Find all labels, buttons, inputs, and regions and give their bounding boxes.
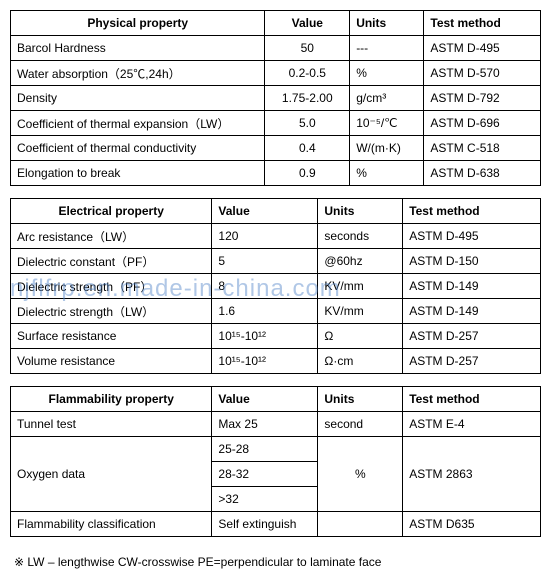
cell-method: ASTM D-257	[403, 324, 541, 349]
table-row: Dielectric strength（LW） 1.6 KV/mm ASTM D…	[11, 299, 541, 324]
cell-prop: Oxygen data	[11, 437, 212, 512]
cell-prop: Density	[11, 86, 265, 111]
cell-prop: Tunnel test	[11, 412, 212, 437]
table-row: Surface resistance 10¹⁵-10¹² Ω ASTM D-25…	[11, 324, 541, 349]
cell-units: ---	[350, 36, 424, 61]
cell-method: ASTM D-495	[424, 36, 541, 61]
cell-prop: Dielectric strength（LW）	[11, 299, 212, 324]
cell-value: 10¹⁵-10¹²	[212, 349, 318, 374]
col-header: Electrical property	[11, 199, 212, 224]
cell-method: ASTM D-696	[424, 111, 541, 136]
cell-value: 8	[212, 274, 318, 299]
table-row: Water absorption（25℃,24h） 0.2-0.5 % ASTM…	[11, 61, 541, 86]
table-row: Barcol Hardness 50 --- ASTM D-495	[11, 36, 541, 61]
table-row: Arc resistance（LW） 120 seconds ASTM D-49…	[11, 224, 541, 249]
table-row: Dielectric strength（PF） 8 KV/mm ASTM D-1…	[11, 274, 541, 299]
col-header: Physical property	[11, 11, 265, 36]
cell-units: %	[318, 437, 403, 512]
cell-method: ASTM D-150	[403, 249, 541, 274]
cell-value: 0.2-0.5	[265, 61, 350, 86]
cell-value: 120	[212, 224, 318, 249]
cell-units: g/cm³	[350, 86, 424, 111]
cell-value: 5	[212, 249, 318, 274]
cell-value: 0.9	[265, 161, 350, 186]
col-header: Units	[350, 11, 424, 36]
cell-units: KV/mm	[318, 274, 403, 299]
cell-prop: Dielectric strength（PF）	[11, 274, 212, 299]
electrical-property-table: Electrical property Value Units Test met…	[10, 198, 541, 374]
col-header: Flammability property	[11, 387, 212, 412]
cell-value: 5.0	[265, 111, 350, 136]
cell-method: ASTM D-257	[403, 349, 541, 374]
physical-property-table: Physical property Value Units Test metho…	[10, 10, 541, 186]
cell-prop: Coefficient of thermal conductivity	[11, 136, 265, 161]
table-row: Density 1.75-2.00 g/cm³ ASTM D-792	[11, 86, 541, 111]
cell-method: ASTM D-495	[403, 224, 541, 249]
col-header: Test method	[403, 387, 541, 412]
cell-units: @60hz	[318, 249, 403, 274]
table-header-row: Electrical property Value Units Test met…	[11, 199, 541, 224]
col-header: Value	[212, 199, 318, 224]
cell-value: Self extinguish	[212, 512, 318, 537]
cell-prop: Water absorption（25℃,24h）	[11, 61, 265, 86]
cell-units: KV/mm	[318, 299, 403, 324]
table-header-row: Flammability property Value Units Test m…	[11, 387, 541, 412]
table-row: Coefficient of thermal conductivity 0.4 …	[11, 136, 541, 161]
col-header: Test method	[403, 199, 541, 224]
col-header: Value	[212, 387, 318, 412]
cell-value: >32	[212, 487, 318, 512]
cell-value: 0.4	[265, 136, 350, 161]
cell-method: ASTM D-792	[424, 86, 541, 111]
cell-prop: Volume resistance	[11, 349, 212, 374]
cell-units: second	[318, 412, 403, 437]
cell-prop: Surface resistance	[11, 324, 212, 349]
cell-prop: Dielectric constant（PF）	[11, 249, 212, 274]
cell-value: 25-28	[212, 437, 318, 462]
cell-prop: Coefficient of thermal expansion（LW）	[11, 111, 265, 136]
cell-method: ASTM D-570	[424, 61, 541, 86]
cell-units: W/(m·K)	[350, 136, 424, 161]
cell-prop: Flammability classification	[11, 512, 212, 537]
cell-units: 10⁻⁵/℃	[350, 111, 424, 136]
cell-units: Ω·cm	[318, 349, 403, 374]
table-row: Oxygen data 25-28 % ASTM 2863	[11, 437, 541, 462]
cell-units: %	[350, 161, 424, 186]
table-row: Coefficient of thermal expansion（LW） 5.0…	[11, 111, 541, 136]
cell-method: ASTM 2863	[403, 437, 541, 512]
footnote-text: ※ LW – lengthwise CW-crosswise PE=perpen…	[10, 549, 541, 575]
table-row: Tunnel test Max 25 second ASTM E-4	[11, 412, 541, 437]
cell-value: 1.75-2.00	[265, 86, 350, 111]
cell-value: 1.6	[212, 299, 318, 324]
col-header: Units	[318, 199, 403, 224]
cell-units: %	[350, 61, 424, 86]
table-header-row: Physical property Value Units Test metho…	[11, 11, 541, 36]
cell-method: ASTM C-518	[424, 136, 541, 161]
cell-units: seconds	[318, 224, 403, 249]
cell-method: ASTM D-638	[424, 161, 541, 186]
table-row: Volume resistance 10¹⁵-10¹² Ω·cm ASTM D-…	[11, 349, 541, 374]
cell-method: ASTM D-149	[403, 299, 541, 324]
table-row: Elongation to break 0.9 % ASTM D-638	[11, 161, 541, 186]
cell-value: 28-32	[212, 462, 318, 487]
flammability-property-table: Flammability property Value Units Test m…	[10, 386, 541, 537]
cell-method: ASTM E-4	[403, 412, 541, 437]
cell-prop: Barcol Hardness	[11, 36, 265, 61]
col-header: Units	[318, 387, 403, 412]
table-row: Flammability classification Self extingu…	[11, 512, 541, 537]
cell-value: 10¹⁵-10¹²	[212, 324, 318, 349]
cell-prop: Elongation to break	[11, 161, 265, 186]
col-header: Value	[265, 11, 350, 36]
cell-method: ASTM D635	[403, 512, 541, 537]
col-header: Test method	[424, 11, 541, 36]
table-row: Dielectric constant（PF） 5 @60hz ASTM D-1…	[11, 249, 541, 274]
cell-method: ASTM D-149	[403, 274, 541, 299]
cell-units	[318, 512, 403, 537]
cell-prop: Arc resistance（LW）	[11, 224, 212, 249]
cell-value: Max 25	[212, 412, 318, 437]
cell-units: Ω	[318, 324, 403, 349]
cell-value: 50	[265, 36, 350, 61]
